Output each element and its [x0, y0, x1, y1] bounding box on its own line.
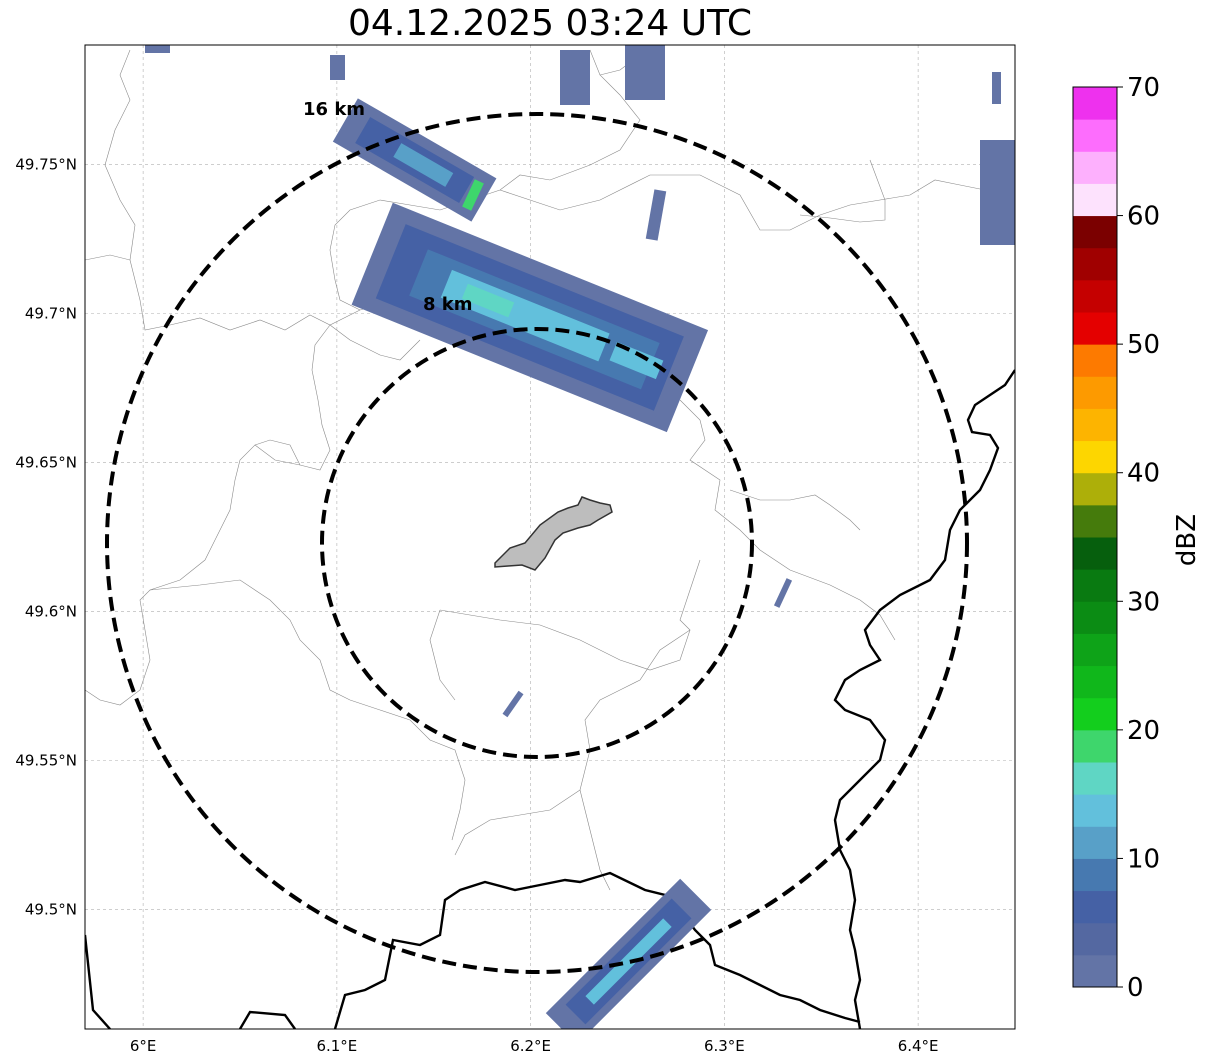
- colorbar-segment: [1073, 601, 1117, 634]
- echo-cell-north-2: [625, 45, 665, 100]
- colorbar-label: dBZ: [1172, 514, 1202, 566]
- echo-cell-south: [502, 690, 524, 718]
- city-area: [494, 496, 613, 571]
- colorbar-tick-label: 10: [1127, 844, 1160, 874]
- echo-cell-strong: [462, 179, 484, 211]
- lat-tick-label: 49.6°N: [25, 603, 77, 621]
- colorbar-segment: [1073, 858, 1117, 892]
- colorbar-segment: [1073, 376, 1117, 409]
- colorbar-segment: [1073, 119, 1117, 152]
- lat-tick-label: 49.65°N: [15, 453, 77, 471]
- lon-tick-label: 6.1°E: [316, 1037, 357, 1055]
- colorbar-segment: [1073, 729, 1117, 763]
- echo-cell-north-3: [330, 55, 345, 80]
- colorbar-tick-label: 20: [1127, 716, 1160, 746]
- municipal-boundaries: [85, 49, 1015, 891]
- echo-cell-mid: [645, 189, 667, 241]
- colorbar-segment: [1073, 408, 1117, 442]
- colorbar-tick-label: 0: [1127, 973, 1144, 1003]
- echo-cell-north-1: [560, 50, 590, 105]
- colorbar-segment: [1073, 537, 1117, 570]
- echo-band-south: [545, 878, 712, 1029]
- colorbar-tick-label: 30: [1127, 587, 1160, 617]
- echo-band-north: [351, 202, 709, 433]
- colorbar-segment: [1073, 440, 1117, 474]
- colorbar-segment: [1073, 665, 1117, 699]
- lon-tick-label: 6°E: [130, 1037, 157, 1055]
- colorbar-segment: [1073, 151, 1117, 184]
- range-ring-16km: [105, 112, 969, 974]
- colorbar-segment: [1073, 826, 1117, 859]
- colorbar-segment: [1073, 312, 1117, 345]
- lat-tick-label: 49.5°N: [25, 901, 77, 919]
- colorbar-segments: [1073, 87, 1117, 988]
- colorbar-tick-label: 70: [1127, 73, 1160, 103]
- colorbar-tick-label: 50: [1127, 330, 1160, 360]
- echo-cell-east-small: [992, 72, 1001, 104]
- colorbar-tick-label: 40: [1127, 459, 1160, 489]
- national-border: [85, 369, 1015, 1029]
- colorbar-segment: [1073, 344, 1117, 377]
- colorbar-segment: [1073, 247, 1117, 281]
- colorbar-segment: [1073, 569, 1117, 602]
- lon-tick-label: 6.4°E: [898, 1037, 939, 1055]
- map-title: 04.12.2025 03:24 UTC: [347, 3, 753, 44]
- lat-tick-label: 49.7°N: [25, 304, 77, 322]
- echo-band-northwest: [332, 98, 497, 222]
- colorbar-tick-label: 60: [1127, 202, 1160, 232]
- colorbar-ticks: 0 10 20 30 40 50 60 70: [1117, 73, 1160, 1003]
- lon-tick-label: 6.2°E: [510, 1037, 551, 1055]
- colorbar-segment: [1073, 794, 1117, 827]
- colorbar-segment: [1073, 890, 1117, 924]
- colorbar-segment: [1073, 922, 1117, 956]
- map-area[interactable]: 8 km 16 km: [84, 44, 1016, 1044]
- lat-tick-label: 49.55°N: [15, 752, 77, 770]
- colorbar-segment: [1073, 87, 1117, 120]
- map-frame: [84, 44, 1016, 1030]
- colorbar: 0 10 20 30 40 50 60 70 dBZ: [1072, 73, 1202, 1003]
- colorbar-segment: [1073, 697, 1117, 731]
- axis-tick-labels: 6°E 6.1°E 6.2°E 6.3°E 6.4°E 49.75°N 49.7°N 49.6…: [15, 155, 938, 1055]
- echo-cell-east: [980, 140, 1015, 245]
- colorbar-segment: [1073, 762, 1117, 795]
- colorbar-segment: [1073, 215, 1117, 249]
- colorbar-segment: [1073, 954, 1117, 988]
- echo-cell-northwest: [145, 45, 170, 53]
- ring-label-8km: 8 km: [423, 294, 473, 315]
- radar-echoes: [145, 45, 1015, 1029]
- range-ring-8km: [320, 327, 754, 759]
- colorbar-segment: [1073, 183, 1117, 217]
- colorbar-frame: [1072, 86, 1118, 988]
- colorbar-segment: [1073, 472, 1117, 506]
- ring-label-16km: 16 km: [303, 99, 365, 120]
- range-rings: [105, 112, 969, 974]
- colorbar-segment: [1073, 633, 1117, 667]
- colorbar-segment: [1073, 279, 1117, 313]
- lat-tick-label: 49.75°N: [15, 155, 77, 173]
- echo-cell-southeast: [773, 578, 793, 608]
- colorbar-segment: [1073, 504, 1117, 538]
- lon-tick-label: 6.3°E: [704, 1037, 745, 1055]
